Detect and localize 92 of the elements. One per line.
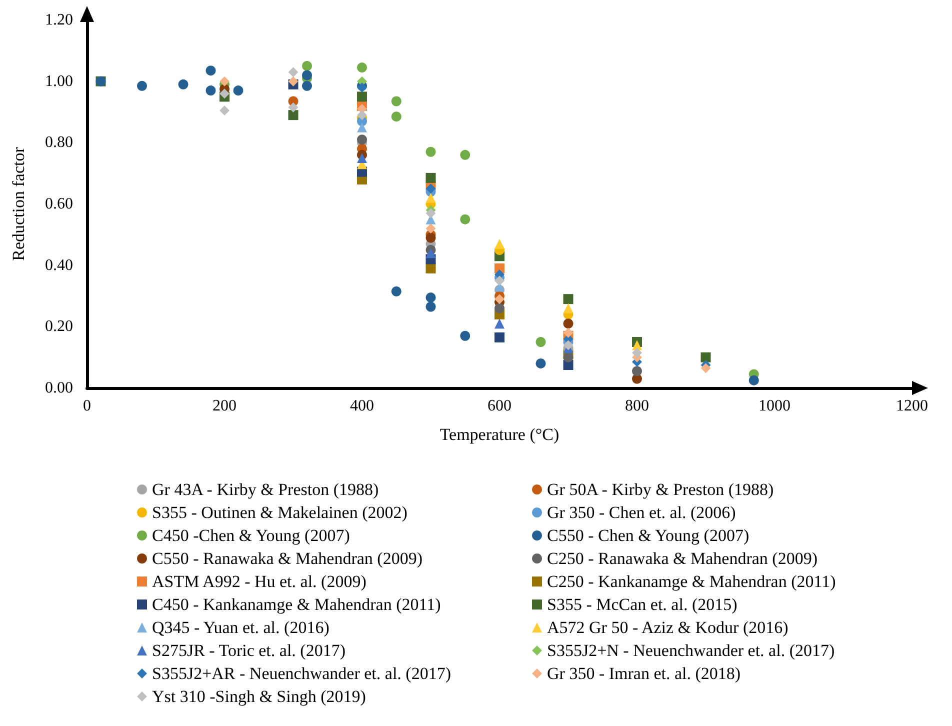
point [357, 153, 367, 163]
point [288, 76, 298, 86]
legend-label: S275JR - Toric et. al. (2017) [152, 641, 346, 660]
legend-label: Gr 50A - Kirby & Preston (1988) [547, 480, 774, 499]
point [563, 318, 574, 329]
point [233, 86, 244, 96]
y-tick-label: 0.80 [45, 134, 73, 152]
point [426, 263, 436, 274]
point [302, 70, 312, 80]
point [460, 330, 470, 341]
point [357, 122, 367, 132]
point [288, 67, 298, 78]
point [426, 208, 436, 218]
point [220, 88, 230, 99]
legend-label: Gr 350 - Chen et. al. (2006) [547, 503, 736, 522]
legend-label: C250 - Kankanamge & Mahendran (2011) [547, 572, 836, 591]
legend-label: A572 Gr 50 - Aziz & Kodur (2016) [547, 618, 788, 637]
x-tick-label: 0 [83, 398, 91, 414]
point [494, 303, 504, 314]
legend-label: Q345 - Yuan et. al. (2016) [152, 618, 330, 637]
point [302, 80, 312, 91]
y-tick-label: 0.40 [45, 256, 73, 274]
x-tick-label: 800 [625, 398, 649, 414]
y-tick-label: 0.20 [45, 318, 73, 336]
point [357, 92, 367, 102]
point [700, 363, 711, 374]
x-axis-title: Temperature (°C) [440, 425, 560, 444]
point [426, 292, 436, 303]
point [302, 61, 312, 71]
point [391, 112, 402, 122]
point [391, 96, 402, 106]
point [494, 332, 504, 342]
point [426, 224, 436, 234]
point [563, 303, 574, 314]
legend-label: ASTM A992 - Hu et. al. (2009) [152, 572, 366, 591]
point [357, 62, 367, 73]
point [494, 294, 504, 304]
point [206, 66, 216, 76]
point [391, 286, 402, 296]
point [357, 110, 367, 120]
legend-label: S355 - McCan et. al. (2015) [547, 595, 738, 614]
legend-label: C550 - Ranawaka & Mahendran (2009) [152, 549, 423, 568]
point [563, 294, 574, 304]
legend-label: C250 - Ranawaka & Mahendran (2009) [547, 549, 818, 568]
x-tick-label: 400 [350, 398, 374, 414]
point [288, 110, 298, 120]
legend-label: C450 - Kankanamge & Mahendran (2011) [152, 595, 441, 614]
point [563, 352, 574, 362]
point [632, 340, 642, 350]
legend-label: S355J2+AR - Neuenchwander et. al. (2017) [152, 664, 451, 683]
point [494, 238, 504, 249]
point [426, 184, 436, 194]
point [220, 76, 230, 86]
legend-label: S355 - Outinen & Makelainen (2002) [152, 503, 408, 522]
point [632, 348, 642, 358]
point [494, 318, 504, 329]
point [460, 150, 470, 160]
point [426, 232, 436, 243]
legend-label: Yst 310 -Singh & Singh (2019) [152, 687, 366, 706]
legend-label: C550 - Chen & Young (2007) [547, 526, 750, 545]
point [357, 134, 367, 145]
point [426, 302, 436, 312]
point [137, 80, 147, 91]
point [536, 358, 546, 368]
point [563, 340, 574, 350]
legend-label: Gr 43A - Kirby & Preston (1988) [152, 480, 379, 499]
point [426, 172, 436, 183]
point [748, 375, 759, 386]
x-tick-label: 200 [212, 398, 236, 414]
x-tick-label: 1000 [758, 398, 790, 414]
legend-label: Gr 350 - Imran et. al. (2018) [547, 664, 741, 683]
point [178, 79, 188, 90]
point [288, 102, 298, 112]
point [426, 146, 436, 157]
point [206, 86, 216, 96]
point [460, 214, 470, 224]
y-tick-label: 1.20 [45, 12, 73, 28]
x-tick-label: 600 [488, 398, 512, 414]
point [426, 192, 436, 203]
legend-label: C450 -Chen & Young (2007) [152, 526, 350, 545]
point [632, 366, 642, 376]
y-axis-title: Reduction factor [9, 146, 28, 261]
point [700, 352, 711, 362]
y-tick-label: 0.60 [45, 196, 73, 212]
point [220, 105, 230, 116]
y-tick-label: 0.00 [45, 380, 73, 396]
y-tick-label: 1.00 [45, 72, 73, 90]
legend-label: S355J2+N - Neuenchwander et. al. (2017) [547, 641, 835, 660]
point [536, 337, 546, 347]
point [426, 248, 436, 258]
x-tick-label: 1200 [896, 398, 928, 414]
point [563, 328, 574, 338]
